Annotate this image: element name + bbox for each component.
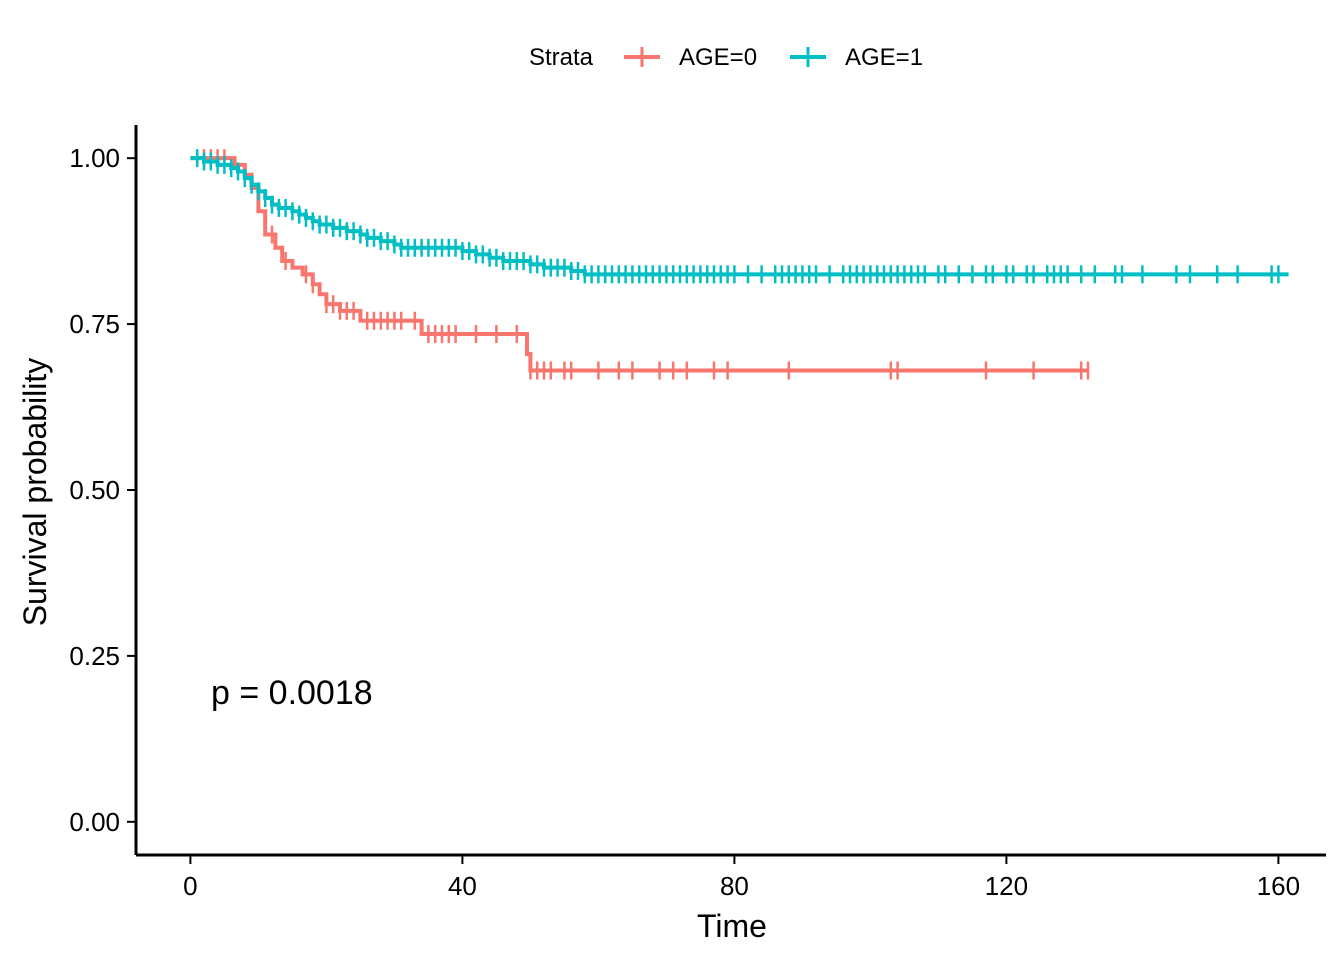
series-age-0 [190,149,1090,380]
legend: Strata AGE=0 AGE=1 [529,44,923,71]
legend-label-age0: AGE=0 [679,44,757,71]
y-ticks: 0.00 0.25 0.50 0.75 1.00 [69,143,136,837]
y-tick-label: 0.25 [69,641,120,671]
x-tick-label: 80 [720,871,749,901]
legend-title: Strata [529,44,594,71]
p-value-annotation: p = 0.0018 [211,674,373,712]
y-tick-label: 1.00 [69,143,120,173]
x-tick-label: 40 [448,871,477,901]
y-axis-title: Survival probability [17,358,53,627]
survival-curve [190,156,1088,373]
y-tick-label: 0.50 [69,475,120,505]
legend-label-age1: AGE=1 [845,44,923,71]
x-axis-title: Time [697,908,767,944]
x-tick-label: 120 [985,871,1028,901]
survival-curve [190,156,1289,277]
series-layer [190,149,1289,380]
x-tick-label: 0 [183,871,197,901]
y-tick-label: 0.00 [69,807,120,837]
x-tick-label: 160 [1257,871,1300,901]
x-ticks: 0 40 80 120 160 [183,855,1300,901]
y-tick-label: 0.75 [69,309,120,339]
axes: 0 40 80 120 160 0.00 0.25 0.50 0.75 1.00 [69,125,1326,901]
series-age-1 [190,149,1289,284]
